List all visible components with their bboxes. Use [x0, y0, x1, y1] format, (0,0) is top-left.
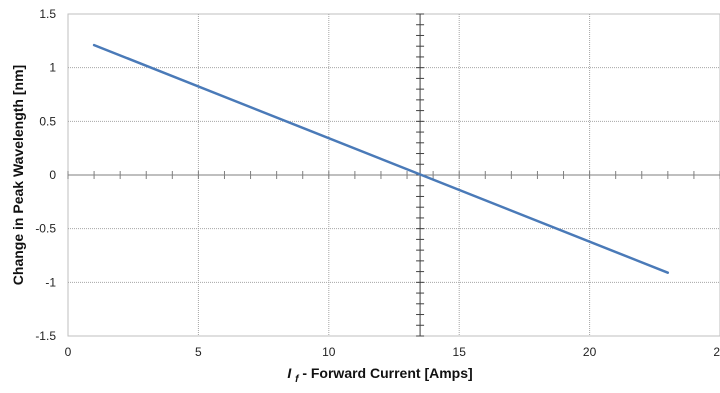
y-tick-label: 0 — [49, 168, 56, 182]
y-tick-label: 1.5 — [39, 7, 56, 21]
y-tick-label: -0.5 — [35, 222, 56, 236]
x-axis-title-subscript: f — [295, 374, 300, 385]
x-axis-title-symbol: I — [287, 365, 292, 381]
y-tick-label: 1 — [49, 61, 56, 75]
series-line — [92, 43, 670, 274]
x-tick-label: 0 — [65, 345, 72, 359]
x-tick-label: 20 — [583, 345, 597, 359]
x-tick-label: 10 — [322, 345, 336, 359]
y-axis-title: Change in Peak Wavelength [nm] — [10, 65, 26, 285]
y-tick-label: -1 — [45, 275, 56, 289]
x-tick-label: 5 — [195, 345, 202, 359]
x-axis-title: I f - Forward Current [Amps] — [287, 365, 472, 385]
x-tick-label: 15 — [453, 345, 467, 359]
x-axis-title-text: - Forward Current [Amps] — [302, 365, 472, 381]
tick-labels: 0 5 10 15 20 25 1.5 1 0.5 0 -0.5 -1 -1.5 — [35, 7, 720, 359]
series-layer — [92, 43, 670, 274]
y-tick-label: -1.5 — [35, 329, 56, 343]
y-tick-label: 0.5 — [39, 114, 56, 128]
axes — [67, 13, 720, 337]
x-tick-label: 25 — [713, 345, 720, 359]
